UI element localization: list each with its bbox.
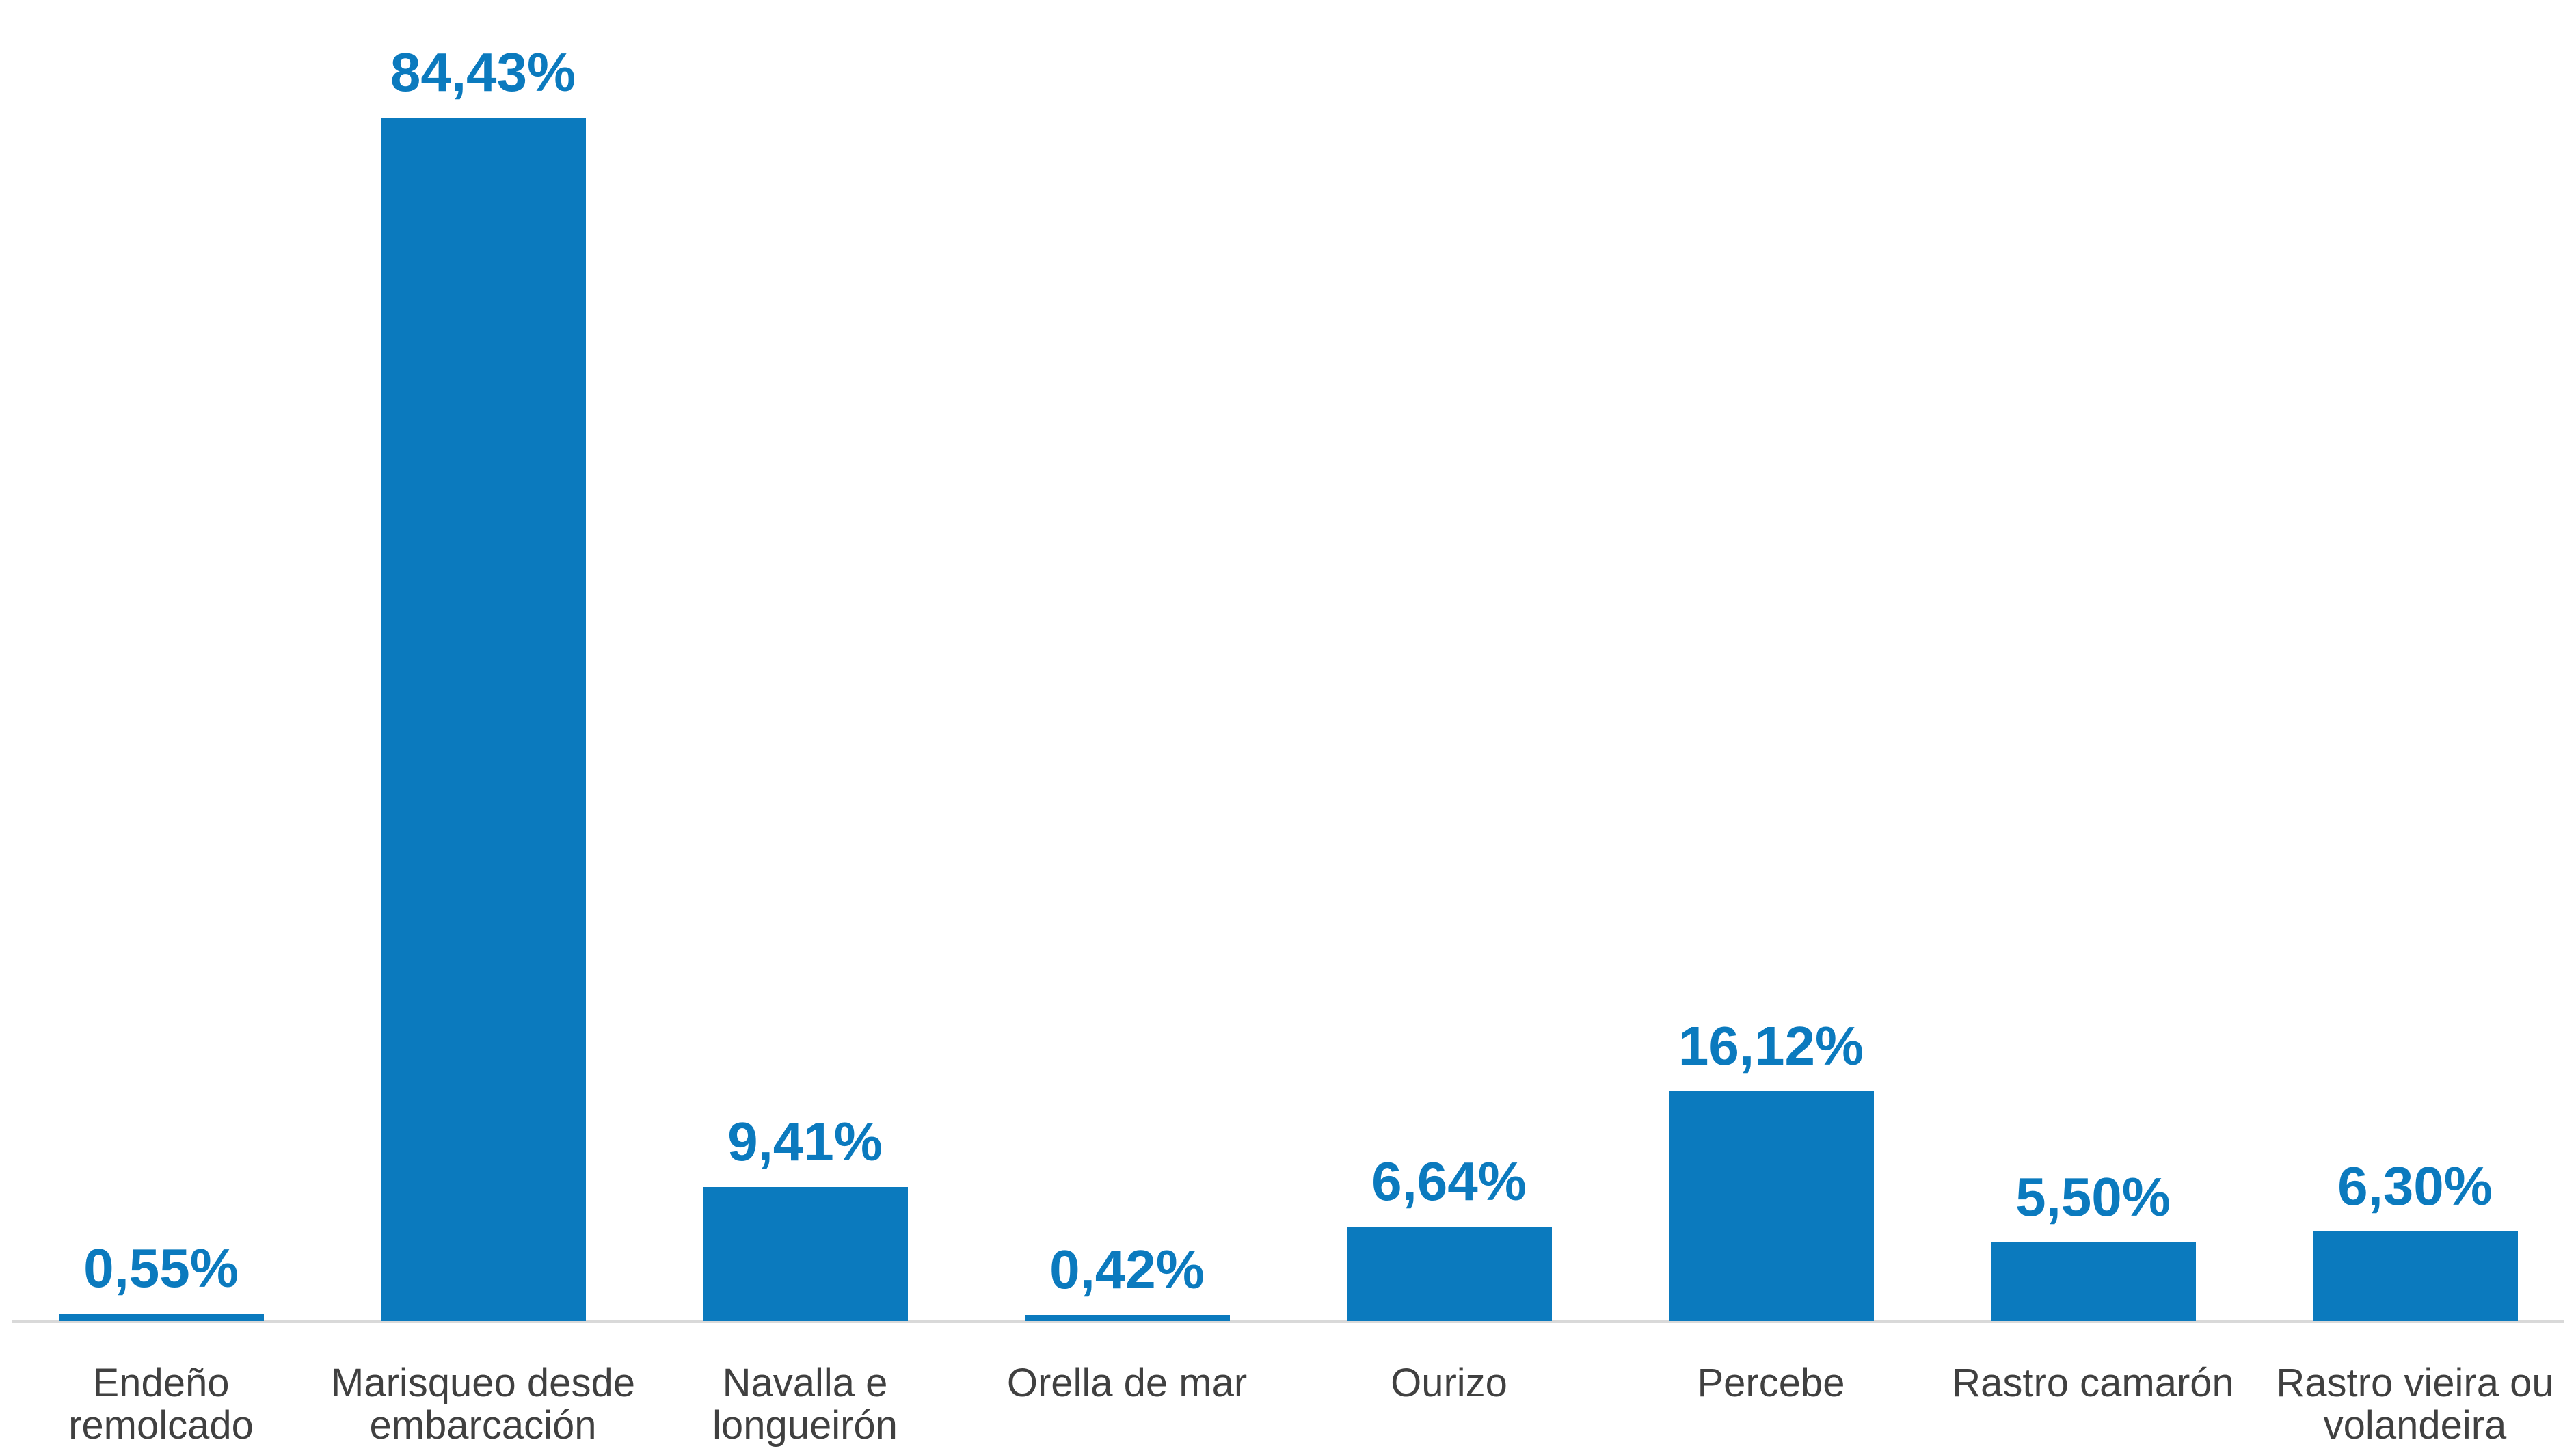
bar[interactable]	[2312, 1231, 2518, 1321]
category-label: Endeño remolcado	[68, 1361, 254, 1448]
bar-column: 5,50% Rastro camarón	[1932, 0, 2254, 1453]
category-label: Ourizo	[1391, 1361, 1507, 1405]
category-label: Rastro vieira ou volandeira	[2276, 1361, 2554, 1448]
x-axis-line	[12, 1320, 2564, 1323]
value-label: 16,12%	[1678, 1015, 1864, 1076]
bar-column: 84,43% Marisqueo desde embarcación	[322, 0, 644, 1453]
category-label: Marisqueo desde embarcación	[331, 1361, 635, 1448]
bar[interactable]	[380, 118, 586, 1321]
category-label: Percebe	[1697, 1361, 1845, 1405]
value-label: 6,64%	[1371, 1150, 1527, 1212]
bar-column: 9,41% Navalla e longueirón	[644, 0, 966, 1453]
value-label: 9,41%	[727, 1110, 883, 1172]
bar-column: 6,30% Rastro vieira ou volandeira	[2254, 0, 2576, 1453]
bar[interactable]	[1668, 1091, 1874, 1321]
bar-column: 6,64% Ourizo	[1288, 0, 1610, 1453]
value-label: 5,50%	[2015, 1167, 2171, 1228]
category-label: Rastro camarón	[1952, 1361, 2234, 1405]
value-label: 84,43%	[390, 42, 576, 103]
bar[interactable]	[1346, 1226, 1552, 1321]
value-label: 6,30%	[2337, 1155, 2493, 1216]
category-label: Orella de mar	[1006, 1361, 1248, 1405]
bar[interactable]	[58, 1313, 264, 1321]
bar[interactable]	[1024, 1315, 1230, 1321]
value-label: 0,42%	[1049, 1239, 1205, 1301]
bar[interactable]	[1990, 1242, 2196, 1321]
value-label: 0,55%	[83, 1237, 239, 1298]
bar-column: 16,12% Percebe	[1610, 0, 1932, 1453]
bar-column: 0,42% Orella de mar	[966, 0, 1288, 1453]
category-label: Navalla e longueirón	[712, 1361, 898, 1448]
bar-column: 0,55% Endeño remolcado	[0, 0, 322, 1453]
bar[interactable]	[702, 1186, 908, 1321]
